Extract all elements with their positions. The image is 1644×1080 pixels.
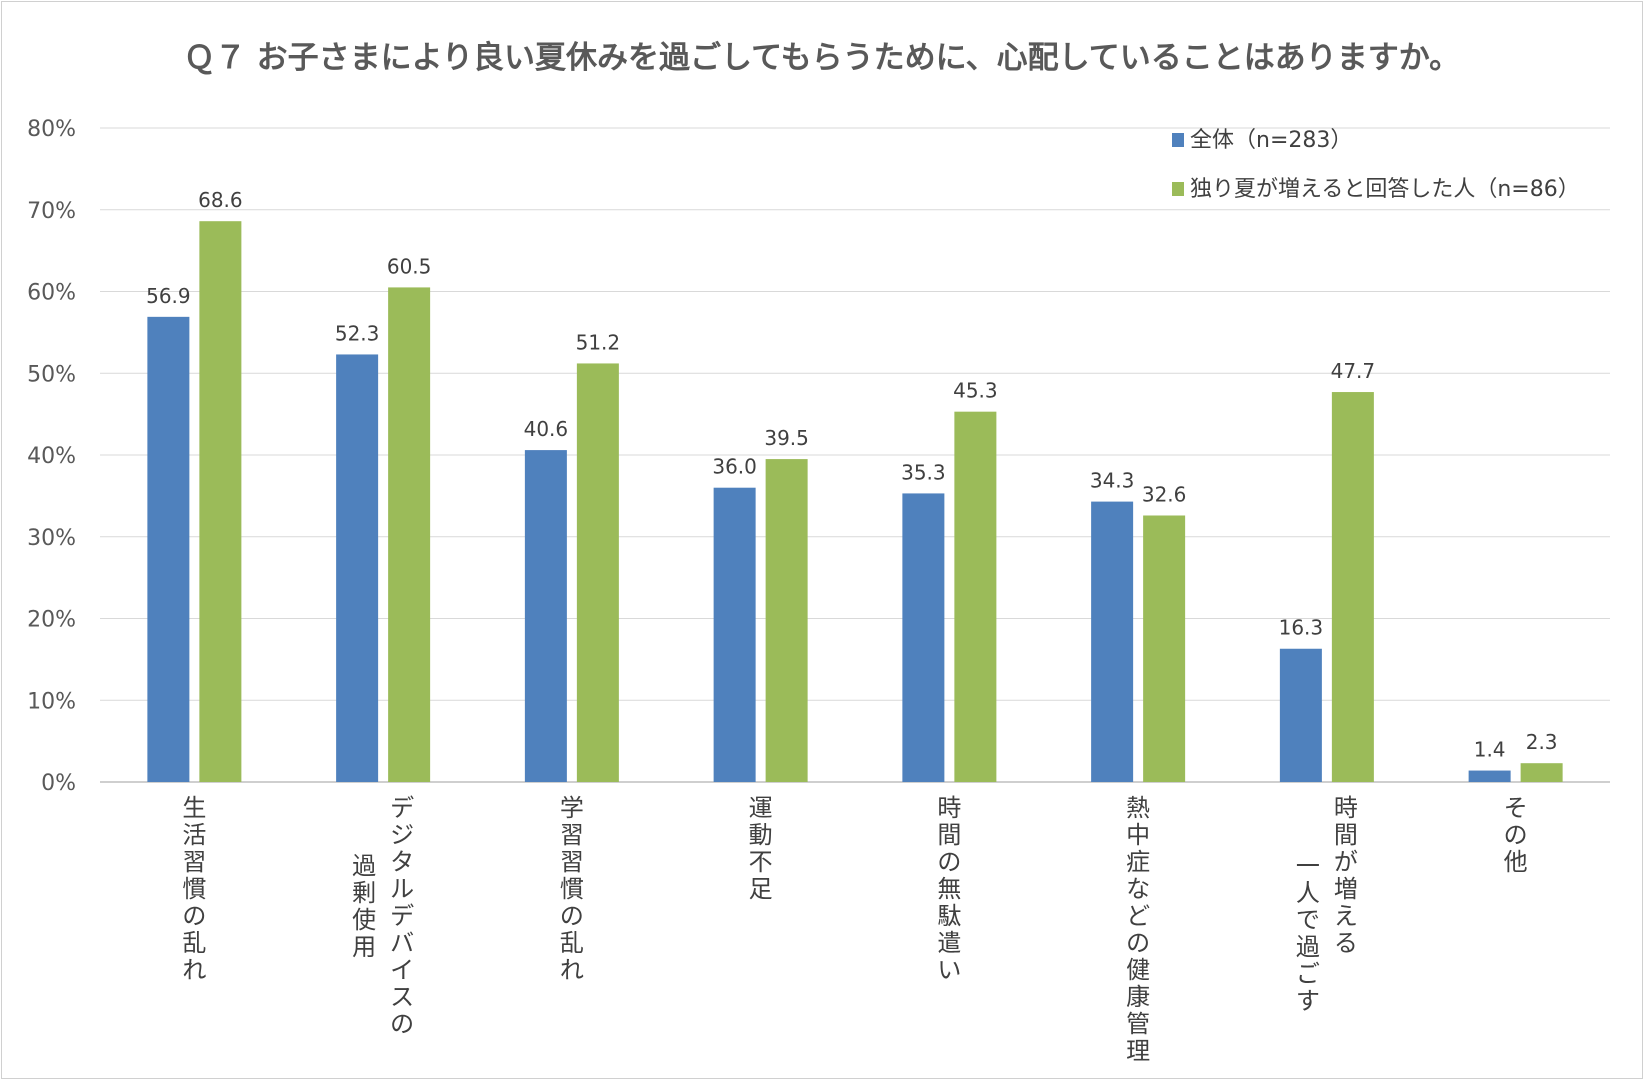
data-label: 52.3: [335, 321, 380, 345]
data-label: 39.5: [764, 426, 809, 450]
bar-overall-6: [1279, 648, 1322, 782]
category-label: 学習習慣の乱れ: [560, 794, 584, 984]
legend-label: 全体（n=283）: [1190, 128, 1352, 153]
bar-overall-2: [524, 450, 567, 782]
category-label: 熱中症などの健康管理: [1126, 794, 1150, 1065]
data-label: 45.3: [953, 379, 998, 403]
y-axis-ticks: 0% 10% 20% 30% 40% 50% 60% 70% 80%: [27, 117, 76, 796]
y-tick-label: 50%: [27, 362, 76, 387]
category-label: 時間が増える: [1334, 794, 1358, 957]
bar-solo-summer-7: [1520, 763, 1563, 782]
legend: 全体（n=283） 独り夏が増えると回答した人（n=86）: [1172, 128, 1580, 202]
y-tick-label: 40%: [27, 444, 76, 469]
category-label: 過剰使用: [352, 852, 376, 961]
data-label: 68.6: [198, 188, 243, 212]
y-tick-label: 0%: [41, 771, 76, 796]
bar-solo-summer-5: [1143, 515, 1186, 782]
gridlines: [100, 127, 1610, 783]
bar-solo-summer-4: [954, 411, 997, 782]
category-label: 生活習慣の乱れ: [182, 794, 206, 984]
data-label: 1.4: [1474, 738, 1506, 762]
bar-overall-5: [1091, 501, 1134, 782]
category-label: その他: [1504, 794, 1528, 876]
legend-swatch: [1172, 133, 1184, 147]
bars: [147, 221, 1563, 782]
data-label: 51.2: [576, 330, 621, 354]
data-label: 34.3: [1090, 469, 1135, 493]
chart-title: Ｑ７ お子さまにより良い夏休みを過ごしてもらうために、心配していることはあります…: [184, 40, 1460, 76]
category-label: 時間の無駄遣い: [937, 794, 961, 984]
data-label: 36.0: [712, 455, 757, 479]
bar-solo-summer-6: [1331, 392, 1374, 782]
data-label: 60.5: [387, 254, 432, 278]
bar-overall-1: [336, 354, 379, 782]
data-labels: 56.9 68.6 52.3 60.5 40.6 51.2 36.0 39.5 35.3 45.3…: [146, 188, 1557, 761]
y-tick-label: 80%: [27, 117, 76, 142]
legend-swatch: [1172, 182, 1184, 196]
bar-solo-summer-2: [576, 363, 619, 782]
data-label: 32.6: [1142, 482, 1187, 506]
bar-overall-7: [1468, 770, 1511, 782]
bar-overall-4: [902, 493, 945, 782]
legend-label: 独り夏が増えると回答した人（n=86）: [1190, 177, 1580, 202]
y-tick-label: 20%: [27, 608, 76, 633]
data-label: 47.7: [1331, 359, 1376, 383]
y-tick-label: 10%: [27, 689, 76, 714]
bar-solo-summer-1: [388, 287, 431, 782]
bar-solo-summer-0: [199, 221, 242, 782]
data-label: 16.3: [1279, 616, 1324, 640]
bar-solo-summer-3: [765, 459, 808, 782]
data-label: 35.3: [901, 460, 946, 484]
y-tick-label: 60%: [27, 281, 76, 306]
category-label: デジタルデバイスの: [390, 794, 414, 1038]
data-label: 40.6: [524, 417, 569, 441]
y-tick-label: 30%: [27, 526, 76, 551]
bar-overall-0: [147, 316, 190, 782]
bar-overall-3: [713, 487, 756, 782]
category-label: 一人で過ごす: [1296, 852, 1320, 1015]
data-label: 2.3: [1526, 730, 1558, 754]
data-label: 56.9: [146, 284, 191, 308]
y-tick-label: 70%: [27, 199, 76, 224]
category-label: 運動不足: [749, 794, 773, 903]
